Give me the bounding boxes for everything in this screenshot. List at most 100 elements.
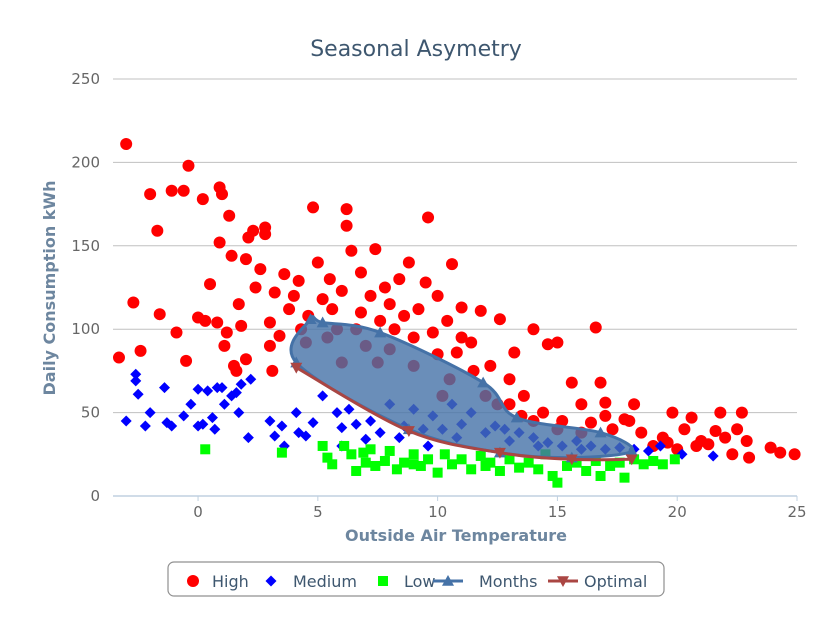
y-tick-label: 250 [71,70,100,88]
legend-item-months[interactable]: Months [433,572,537,591]
data-point [455,301,468,314]
data-point [402,426,415,437]
data-point [292,274,305,287]
data-point [614,457,625,468]
data-point [132,388,144,400]
data-point [510,411,523,423]
data-point [606,423,619,436]
data-point [408,459,419,470]
data-point [266,364,279,377]
data-point [153,308,166,321]
data-point [541,338,554,351]
data-point [230,387,242,399]
series-high [112,138,801,464]
data-point [584,416,597,429]
legend-item-medium[interactable]: Medium [265,572,357,591]
data-point [594,376,607,389]
data-point [130,368,142,380]
x-axis-ticks: 0 5 10 15 20 25 [193,496,807,521]
data-point [331,407,343,419]
data-point [648,455,659,466]
data-point [685,411,698,424]
data-point [182,159,195,172]
data-point [151,224,164,237]
data-point [139,420,151,432]
data-point [358,447,369,458]
data-point [365,415,377,427]
data-point [340,203,353,216]
data-point [635,426,648,439]
data-point [159,382,171,394]
data-point [134,344,147,357]
data-point [166,420,178,432]
data-point [273,329,286,342]
data-point [307,417,319,429]
legend-triangle-down-icon [557,576,569,587]
data-point [571,457,582,468]
data-point [599,396,612,409]
data-point [788,448,801,461]
y-tick-label: 100 [71,320,100,338]
data-point [551,336,564,349]
data-point [365,444,376,455]
x-tick-label: 15 [548,503,567,521]
legend-diamond-icon [265,575,277,587]
y-tick-label: 150 [71,237,100,255]
data-point [619,472,630,483]
data-point [351,465,362,476]
legend-label: Months [479,572,537,591]
data-point [594,426,607,438]
data-point [740,434,753,447]
data-point [170,326,183,339]
data-point [666,406,679,419]
data-point [599,409,612,422]
data-point [223,209,236,222]
data-point [259,228,272,241]
data-point [480,460,491,471]
data-point [374,314,387,327]
data-point [245,373,257,385]
data-point [346,449,357,460]
data-point [533,464,544,475]
data-point [290,362,303,374]
data-point [225,249,238,262]
data-point [307,201,320,214]
data-point [249,281,262,294]
legend-item-high[interactable]: High [187,572,249,591]
data-point [595,470,606,481]
data-point [393,432,405,444]
data-point [239,253,252,266]
data-point [726,448,739,461]
data-point [287,289,300,302]
data-point [493,313,506,326]
data-point [130,375,142,387]
x-axis-title: Outside Air Temperature [345,526,567,545]
data-point [197,418,209,430]
data-point [412,303,425,316]
data-point [735,406,748,419]
data-point [206,412,218,424]
data-point [316,293,329,306]
legend-item-optimal[interactable]: Optimal [548,572,647,591]
data-point [565,454,578,466]
data-point [638,459,649,470]
x-tick-label: 10 [428,503,447,521]
legend-label: High [212,572,249,591]
data-point [441,314,454,327]
data-point [477,376,490,388]
data-point [565,376,578,389]
data-point [360,457,371,468]
x-tick-label: 5 [313,503,323,521]
legend-item-low[interactable]: Low [378,572,436,591]
legend-label: Optimal [584,572,647,591]
y-tick-label: 50 [81,404,100,422]
data-point [654,440,666,452]
x-tick-label: 20 [668,503,687,521]
data-point [466,464,477,475]
data-point [379,455,390,466]
data-point [350,418,362,430]
data-point [628,398,641,411]
data-point [263,339,276,352]
data-point [503,373,516,386]
data-point [326,303,339,316]
